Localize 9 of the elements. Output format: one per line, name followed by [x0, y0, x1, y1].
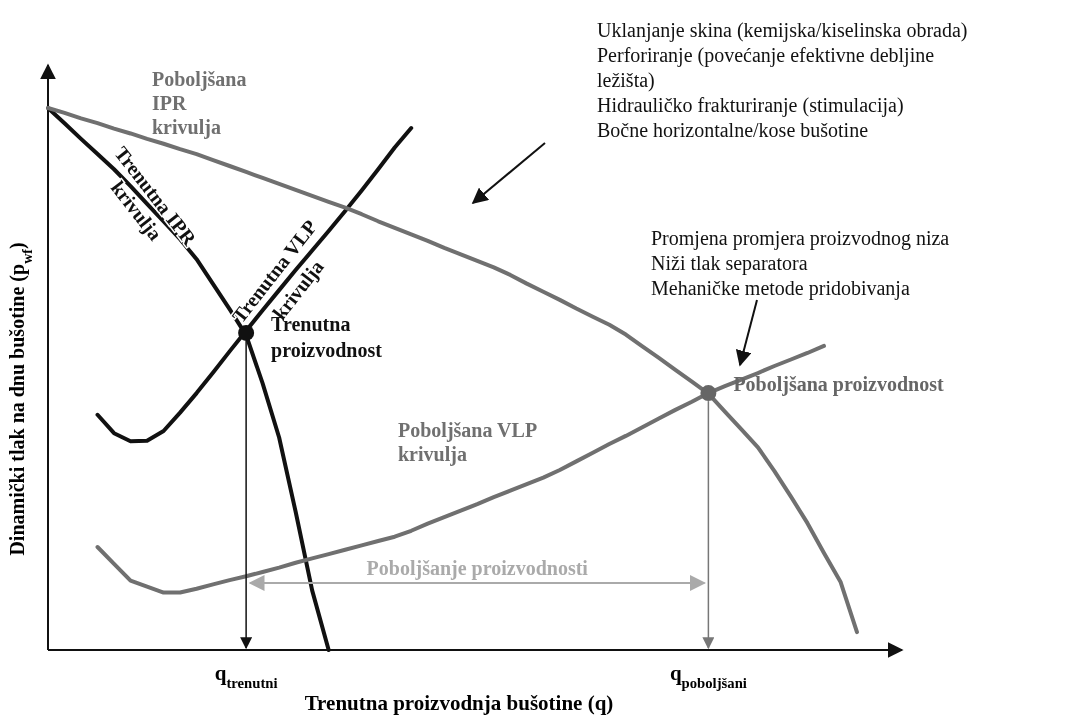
- annotation: Poboljšanje proizvodnosti: [366, 557, 589, 580]
- series-label: Poboljšana VLP krivulja: [398, 419, 538, 466]
- annotation: Promjena promjera proizvodnog niza Niži tlak separatora Mehaničke metode pridobivanja: [651, 227, 950, 300]
- x-tick-label: q$_{poboljšani}$: [669, 661, 747, 691]
- annotation: Uklanjanje skina (kemijska/kiselinska obrada) Perforiranje (povećanje efektivne debljine ležišta) Hidrauličko frakturiranje (stimulacija) Bočne horizontalne/kose bušotine: [597, 19, 968, 141]
- x-tick-label: q$_{trenutni}$: [214, 661, 278, 691]
- x-axis-title: Trenutna proizvodnja bušotine (q): [304, 691, 614, 715]
- annotation: Poboljšana proizvodnost: [733, 373, 944, 397]
- series-label: Poboljšana IPR krivulja: [152, 68, 247, 139]
